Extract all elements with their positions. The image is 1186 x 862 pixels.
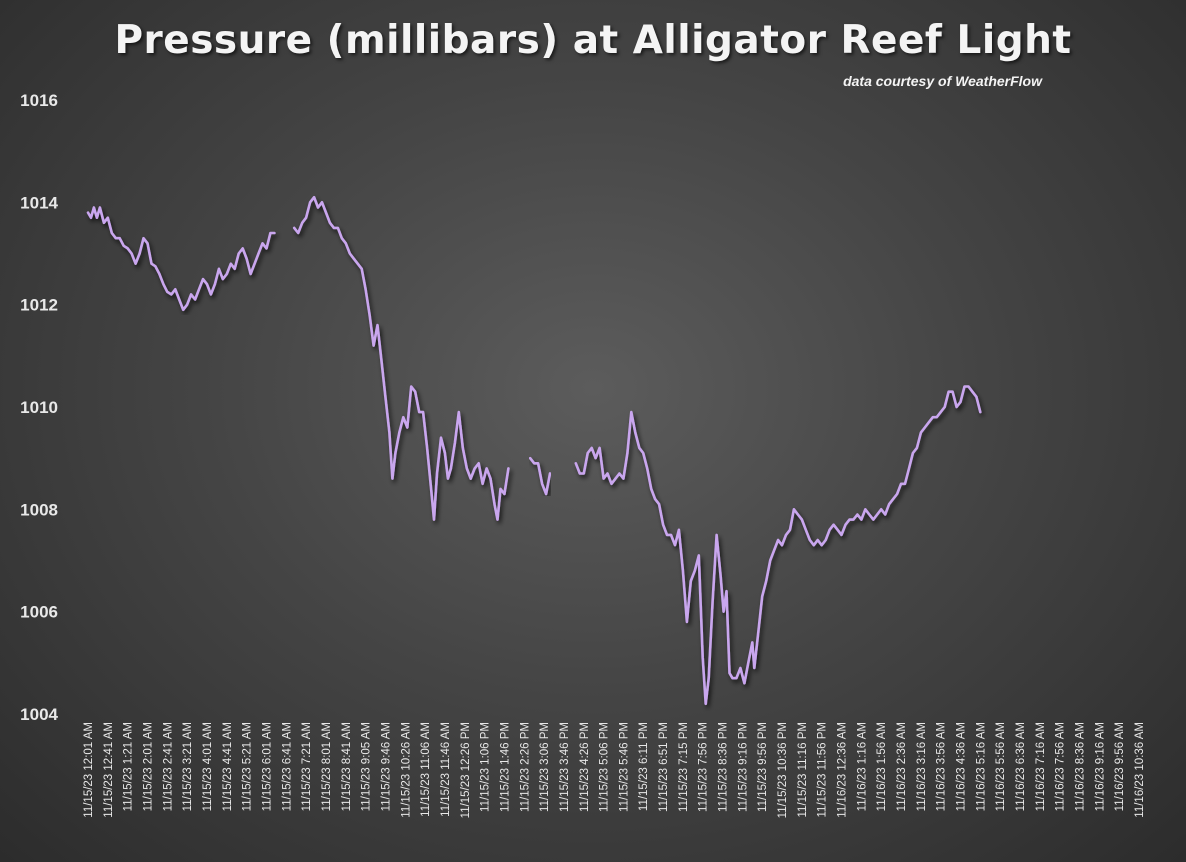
x-tick-label: 11/15/23 5:06 PM bbox=[599, 722, 611, 812]
x-tick-label: 11/15/23 3:21 AM bbox=[182, 722, 194, 811]
x-tick-label: 11/15/23 7:56 PM bbox=[698, 722, 710, 812]
x-tick-label: 11/15/23 9:46 AM bbox=[380, 722, 392, 811]
x-tick-label: 11/15/23 2:01 AM bbox=[142, 722, 154, 811]
x-tick-label: 11/16/23 3:16 AM bbox=[916, 722, 928, 811]
x-tick-label: 11/16/23 5:16 AM bbox=[975, 722, 987, 811]
pressure-series-line bbox=[292, 195, 510, 521]
pressure-series-line bbox=[528, 456, 552, 496]
x-tick-label: 11/16/23 12:36 AM bbox=[837, 722, 849, 818]
x-tick-label: 11/16/23 7:56 AM bbox=[1055, 722, 1067, 811]
x-tick-label: 11/16/23 1:56 AM bbox=[876, 722, 888, 811]
x-tick-label: 11/15/23 11:46 AM bbox=[440, 722, 452, 817]
x-tick-label: 11/15/23 10:36 PM bbox=[777, 722, 789, 818]
x-tick-label: 11/15/23 12:01 AM bbox=[83, 722, 95, 818]
pressure-series-line bbox=[86, 206, 276, 312]
x-tick-label: 11/15/23 2:26 PM bbox=[519, 722, 531, 812]
x-tick-label: 11/16/23 8:36 AM bbox=[1075, 722, 1087, 811]
series-layer bbox=[86, 195, 982, 706]
x-tick-label: 11/16/23 4:36 AM bbox=[956, 722, 968, 811]
x-tick-label: 11/15/23 6:51 PM bbox=[658, 722, 670, 812]
x-tick-label: 11/15/23 7:15 PM bbox=[678, 722, 690, 812]
x-tick-label: 11/15/23 7:21 AM bbox=[301, 722, 313, 811]
chart-title: Pressure (millibars) at Alligator Reef L… bbox=[114, 18, 1072, 63]
x-tick-label: 11/15/23 1:46 PM bbox=[499, 722, 511, 812]
y-tick-label: 1008 bbox=[20, 500, 58, 519]
x-axis-ticks: 11/15/23 12:01 AM 11/15/23 12:41 AM 11/15/… bbox=[83, 722, 1146, 818]
x-tick-label: 11/15/23 10:26 AM bbox=[400, 722, 412, 818]
y-tick-label: 1004 bbox=[20, 705, 58, 724]
x-tick-label: 11/16/23 2:36 AM bbox=[896, 722, 908, 811]
y-tick-label: 1012 bbox=[20, 296, 58, 315]
y-tick-label: 1014 bbox=[20, 193, 58, 212]
x-tick-label: 11/15/23 4:01 AM bbox=[202, 722, 214, 811]
x-tick-label: 11/15/23 9:16 PM bbox=[737, 722, 749, 812]
x-tick-label: 11/16/23 9:16 AM bbox=[1094, 722, 1106, 811]
x-tick-label: 11/16/23 5:56 AM bbox=[995, 722, 1007, 811]
x-tick-label: 11/15/23 8:36 PM bbox=[718, 722, 730, 812]
x-tick-label: 11/15/23 12:41 AM bbox=[103, 722, 115, 818]
x-tick-label: 11/15/23 11:06 AM bbox=[420, 722, 432, 817]
x-tick-label: 11/15/23 3:06 PM bbox=[539, 722, 551, 812]
x-tick-label: 11/16/23 3:56 AM bbox=[936, 722, 948, 811]
y-tick-label: 1006 bbox=[20, 603, 58, 622]
gridlines bbox=[80, 98, 1176, 716]
x-tick-label: 11/15/23 9:56 PM bbox=[757, 722, 769, 812]
x-tick-label: 11/15/23 1:21 AM bbox=[123, 722, 135, 811]
x-tick-label: 11/16/23 7:16 AM bbox=[1035, 722, 1047, 811]
x-tick-label: 11/15/23 6:41 AM bbox=[281, 722, 293, 811]
y-axis-ticks: 1004 1006 1008 1010 1012 1014 1016 bbox=[20, 91, 58, 724]
x-tick-label: 11/16/23 1:16 AM bbox=[856, 722, 868, 811]
x-tick-label: 11/15/23 11:16 PM bbox=[797, 722, 809, 817]
x-tick-label: 11/16/23 10:36 AM bbox=[1134, 722, 1146, 818]
x-tick-label: 11/15/23 12:26 PM bbox=[460, 722, 472, 818]
y-tick-label: 1010 bbox=[20, 398, 58, 417]
x-tick-label: 11/16/23 6:36 AM bbox=[1015, 722, 1027, 811]
x-tick-label: 11/15/23 6:01 AM bbox=[261, 722, 273, 811]
x-tick-label: 11/15/23 2:41 AM bbox=[162, 722, 174, 811]
y-tick-label: 1016 bbox=[20, 91, 58, 110]
x-tick-label: 11/16/23 9:56 AM bbox=[1114, 722, 1126, 811]
x-tick-label: 11/15/23 11:56 PM bbox=[817, 722, 829, 817]
x-tick-label: 11/15/23 4:26 PM bbox=[579, 722, 591, 812]
chart-subtitle: data courtesy of WeatherFlow bbox=[843, 73, 1042, 89]
x-tick-label: 11/15/23 5:46 PM bbox=[618, 722, 630, 812]
x-tick-label: 11/15/23 1:06 PM bbox=[480, 722, 492, 812]
x-tick-label: 11/15/23 5:21 AM bbox=[242, 722, 254, 811]
pressure-series-line bbox=[574, 385, 982, 706]
x-tick-label: 11/15/23 4:41 AM bbox=[222, 722, 234, 811]
x-tick-label: 11/15/23 9:05 AM bbox=[361, 722, 373, 811]
x-tick-label: 11/15/23 8:41 AM bbox=[341, 722, 353, 811]
x-tick-label: 11/15/23 6:11 PM bbox=[638, 722, 650, 811]
x-tick-label: 11/15/23 8:01 AM bbox=[321, 722, 333, 811]
x-tick-label: 11/15/23 3:46 PM bbox=[559, 722, 571, 812]
